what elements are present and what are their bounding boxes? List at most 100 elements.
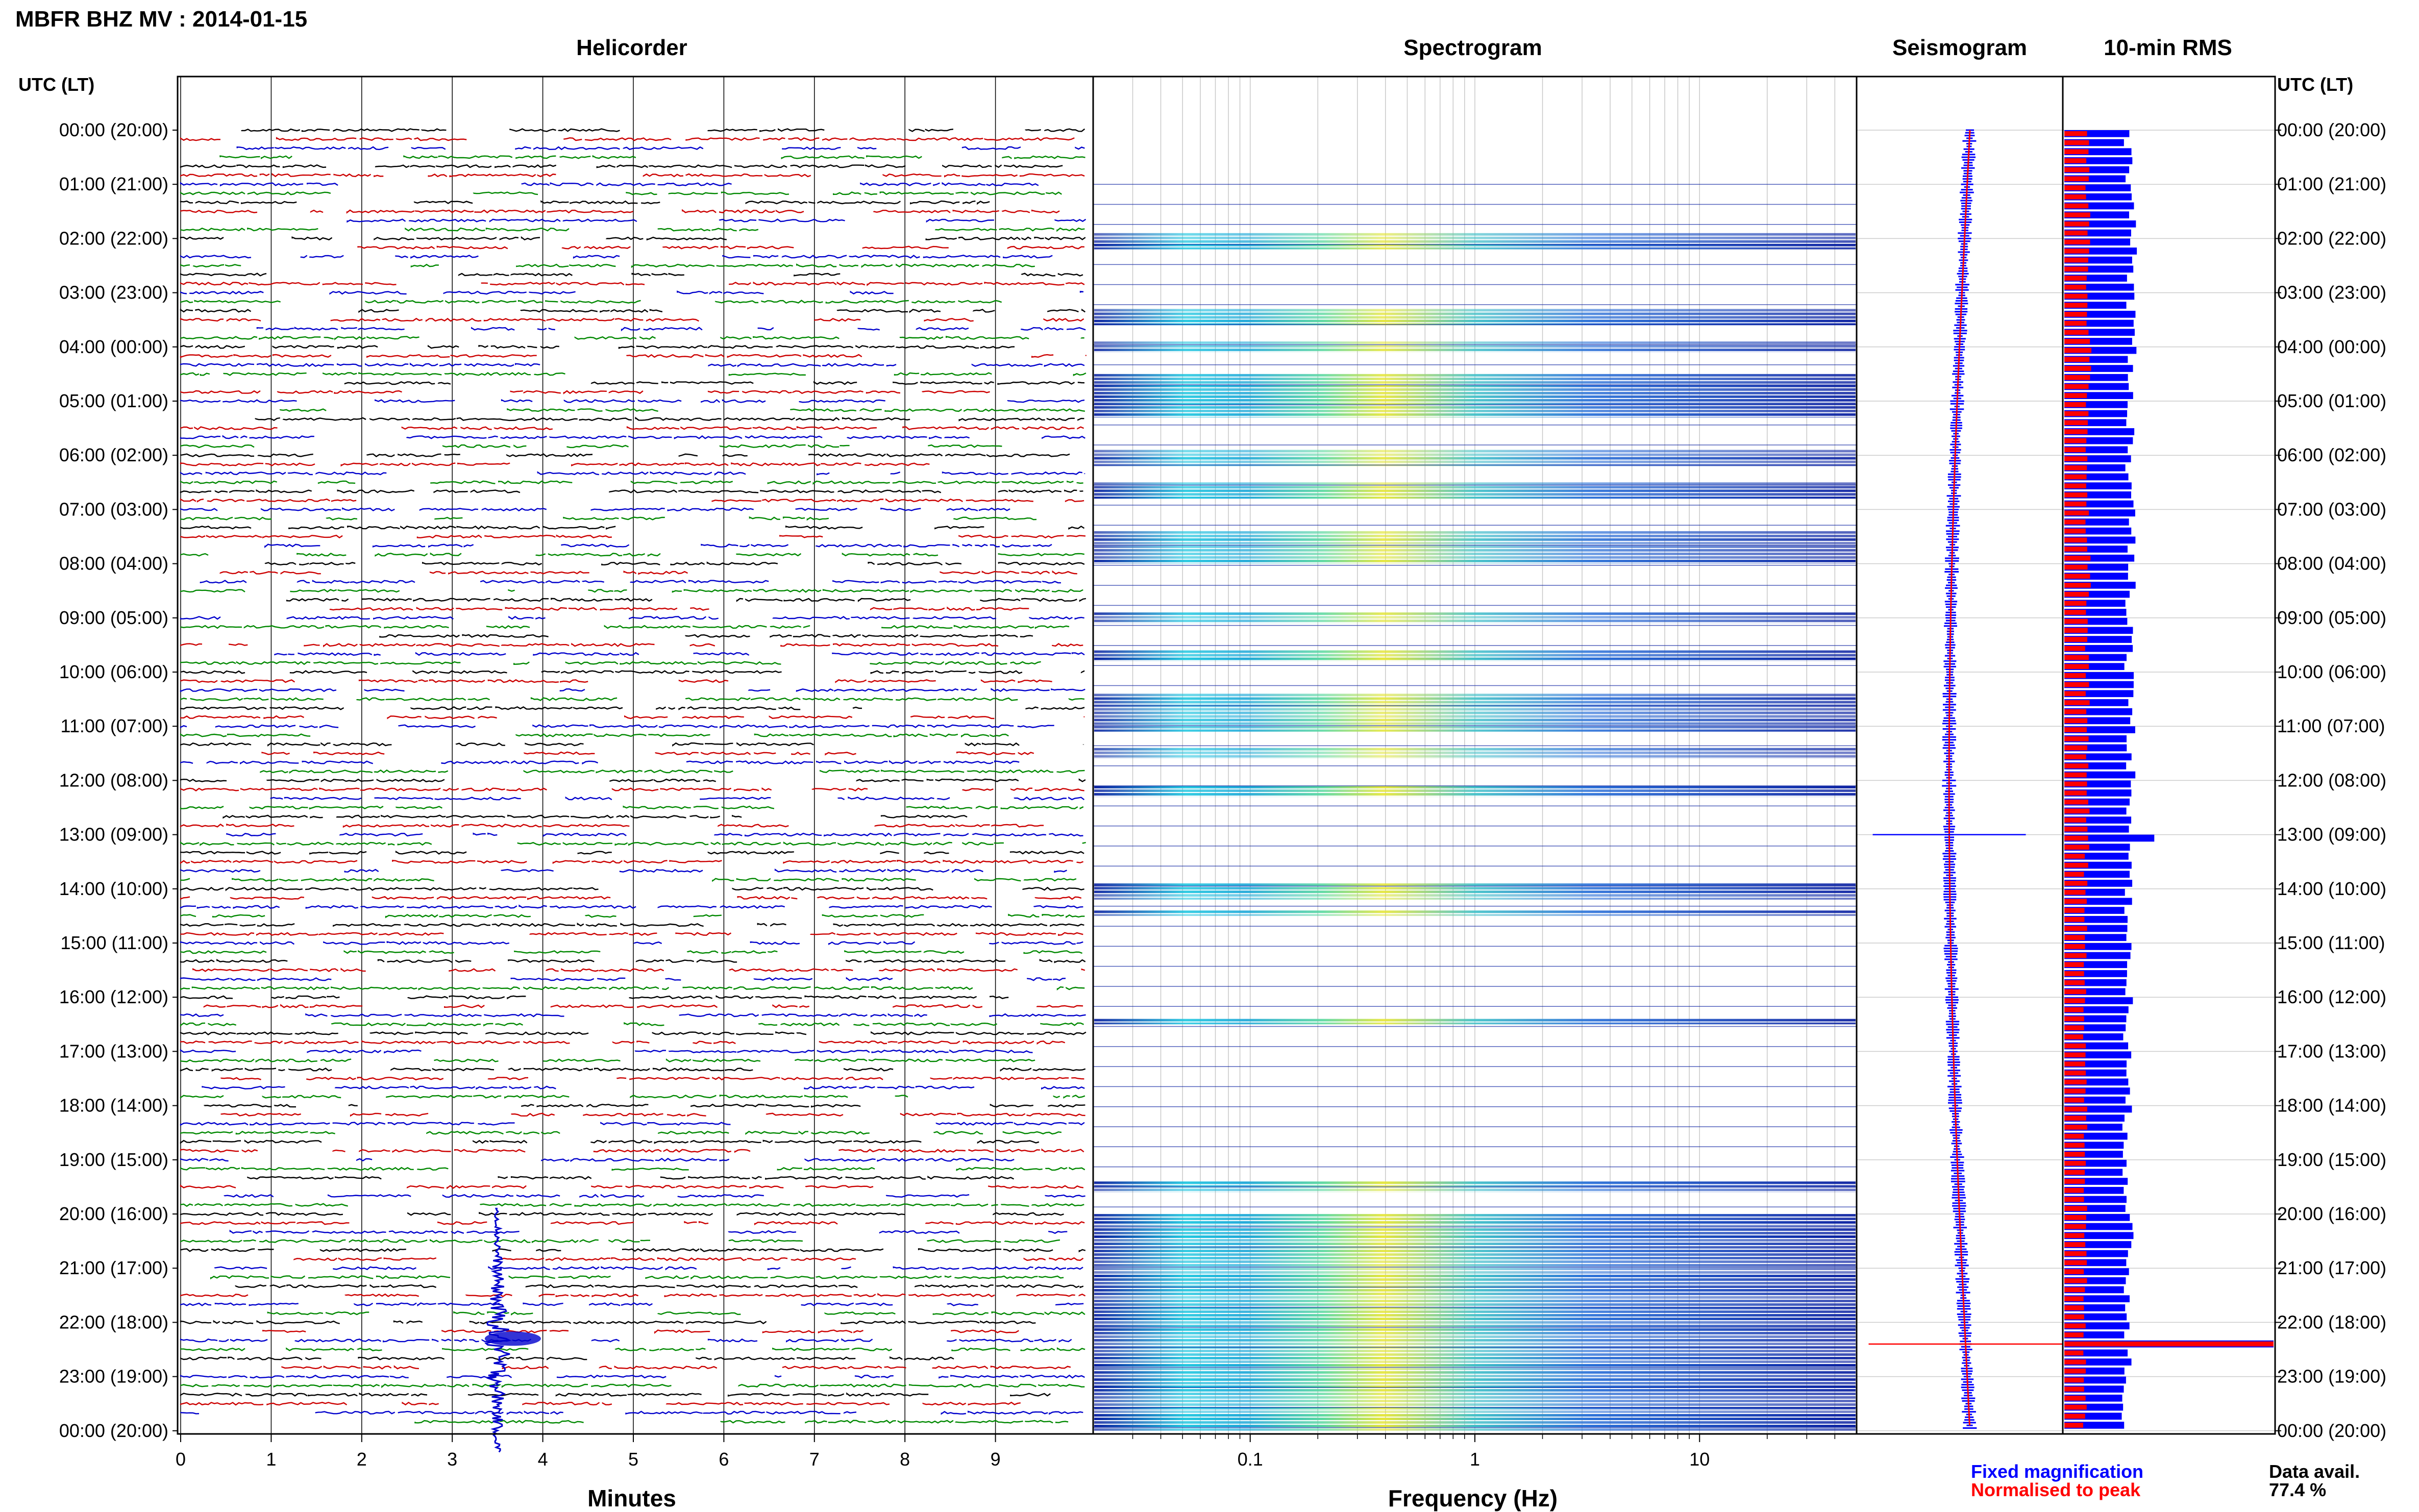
spectrogram-band	[1094, 1357, 1856, 1359]
seismogram-title: Seismogram	[1892, 35, 2027, 60]
rms-normalised-bar	[2064, 754, 2086, 759]
rms-normalised-bar	[2064, 1278, 2087, 1283]
spectrogram-band	[1094, 1268, 1856, 1270]
time-label-left: 08:00 (04:00)	[59, 553, 168, 574]
rms-normalised-bar	[2064, 1260, 2087, 1266]
time-label-right: 20:00 (16:00)	[2277, 1203, 2386, 1224]
rms-normalised-bar	[2064, 727, 2087, 732]
helicorder-trace	[180, 932, 1083, 936]
helicorder-tick-label: 5	[628, 1449, 638, 1470]
rms-normalised-bar	[2064, 1251, 2087, 1256]
spectrogram-band	[1094, 793, 1856, 796]
spectrogram-band	[1094, 381, 1856, 384]
rms-normalised-bar	[2064, 872, 2084, 877]
spectrogram-band	[1094, 1400, 1856, 1402]
spectrogram-band	[1094, 309, 1856, 312]
spectrogram-band	[1094, 1325, 1856, 1327]
rms-normalised-bar	[2064, 555, 2091, 561]
spectrogram-band	[1094, 1428, 1856, 1431]
helicorder-trace	[180, 200, 990, 205]
time-label-left: 22:00 (18:00)	[59, 1311, 168, 1332]
rms-normalised-bar	[2064, 989, 2086, 995]
rms-normalised-bar	[2064, 276, 2087, 281]
helicorder-tick-label: 7	[809, 1449, 820, 1470]
rms-normalised-bar	[2064, 1079, 2087, 1085]
rms-normalised-bar	[2064, 817, 2086, 823]
helicorder-trace	[180, 670, 1085, 675]
spectrogram-band	[1094, 312, 1856, 315]
spectrogram-band	[1094, 1414, 1856, 1417]
helicorder-trace	[180, 263, 1035, 268]
helicorder-trace	[180, 697, 1085, 701]
rms-normalised-bar	[2064, 547, 2087, 552]
helicorder-trace	[281, 1365, 1071, 1370]
rms-normalised-bar	[2064, 384, 2089, 389]
helicorder-trace	[180, 164, 1063, 168]
spectrogram-band	[1094, 341, 1856, 344]
spectrogram-band	[1094, 1396, 1856, 1399]
spectrogram-band	[1094, 450, 1856, 453]
helicorder-trace	[219, 155, 1085, 160]
time-label-left: 11:00 (07:00)	[61, 715, 168, 736]
spectrogram-band	[1094, 1410, 1856, 1413]
rms-normalised-bar	[2064, 682, 2089, 687]
helicorder-trace	[180, 878, 1077, 882]
spectrogram-band	[1094, 1321, 1856, 1324]
helicorder-trace	[180, 300, 1002, 304]
time-label-right: 03:00 (23:00)	[2277, 282, 2386, 303]
spectrogram-band	[1094, 1307, 1856, 1309]
rms-normalised-bar	[2064, 221, 2089, 227]
rms-normalised-bar	[2064, 339, 2090, 344]
helicorder-trace	[180, 137, 1075, 141]
spectrogram-band	[1094, 1278, 1856, 1281]
time-label-right: 07:00 (03:00)	[2277, 499, 2386, 519]
spectrogram-tick-label: 10	[1689, 1449, 1710, 1470]
helicorder-trace	[214, 1266, 1083, 1271]
rms-normalised-bar	[2064, 1396, 2086, 1401]
time-label-left: 09:00 (05:00)	[59, 607, 168, 628]
helicorder-trace	[247, 1175, 1015, 1180]
spectrogram-band	[1094, 1335, 1856, 1338]
spectrogram-band	[1094, 1221, 1856, 1224]
helicorder-trace	[180, 516, 1037, 521]
spectrogram-band	[1094, 1253, 1856, 1256]
rms-normalised-bar	[2064, 1097, 2084, 1103]
helicorder-trace	[219, 570, 1077, 575]
rms-normalised-bar	[2064, 393, 2087, 398]
time-label-left: 03:00 (23:00)	[59, 282, 168, 303]
time-axis-label-right: UTC (LT)	[2277, 74, 2353, 95]
rms-normalised-bar	[2064, 176, 2089, 182]
helicorder-trace	[210, 1275, 1064, 1280]
helicorder-trace	[236, 146, 1085, 151]
spectrogram-band	[1094, 789, 1856, 792]
legend-fixed: Fixed magnification	[1971, 1461, 2143, 1482]
spectrogram-band	[1094, 482, 1856, 485]
helicorder-trace	[180, 1167, 1085, 1171]
spectrogram-band	[1094, 545, 1856, 548]
time-label-right: 23:00 (19:00)	[2277, 1366, 2386, 1387]
helicorder-trace	[180, 498, 1084, 503]
rms-normalised-bar	[2064, 1106, 2087, 1112]
spectrogram-band	[1094, 657, 1856, 660]
spectrogram-band	[1094, 1403, 1856, 1406]
rms-normalised-bar	[2064, 574, 2090, 579]
helicorder-trace	[379, 634, 1033, 638]
time-label-right: 16:00 (12:00)	[2277, 986, 2386, 1007]
rms-normalised-bar	[2064, 284, 2086, 290]
time-label-left: 02:00 (22:00)	[59, 228, 168, 249]
spectrogram-band	[1094, 316, 1856, 319]
rms-normalised-bar	[2064, 971, 2084, 976]
rms-normalised-bar	[2064, 1404, 2087, 1410]
time-label-right: 13:00 (09:00)	[2277, 824, 2386, 845]
rms-normalised-bar	[2064, 293, 2088, 299]
helicorder-trace	[180, 1094, 1085, 1099]
spectrogram-band	[1094, 489, 1856, 492]
rms-normalised-bar	[2064, 944, 2085, 949]
spectrogram-band	[1094, 323, 1856, 326]
spectrogram-band	[1094, 413, 1856, 416]
spectrogram-band	[1094, 890, 1856, 894]
spectrogram-band	[1094, 708, 1856, 711]
time-label-left: 13:00 (09:00)	[59, 824, 168, 845]
rms-normalised-bar	[2064, 429, 2088, 434]
